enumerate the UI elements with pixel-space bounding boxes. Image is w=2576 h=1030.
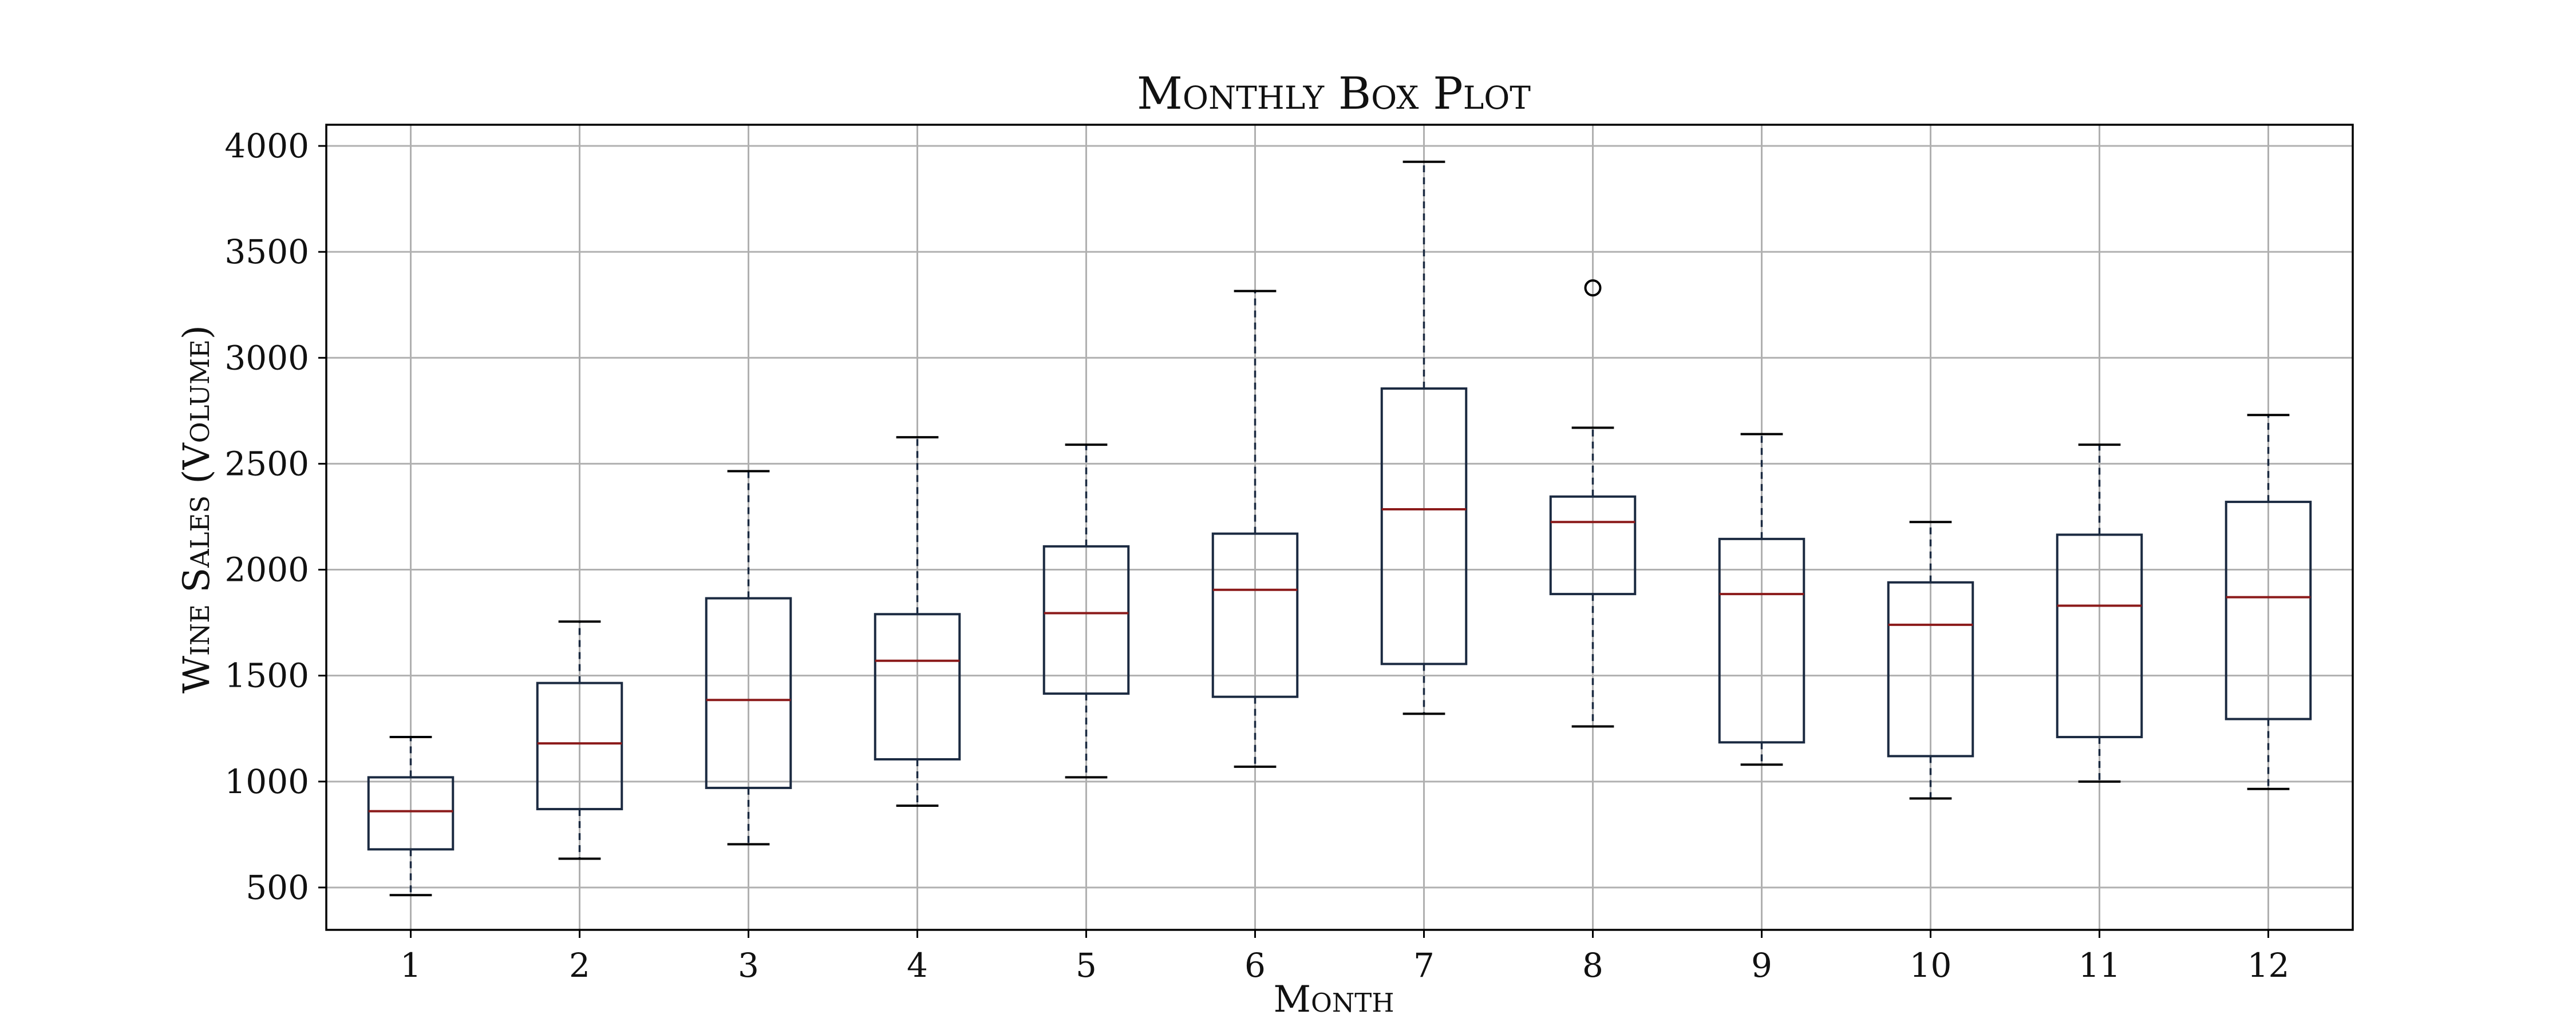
outlier-point	[1584, 279, 1602, 297]
box-month-8	[1549, 279, 1637, 728]
box-month-1	[367, 736, 455, 897]
box-series	[367, 160, 2312, 897]
box-month-11	[2056, 443, 2143, 783]
iqr-box	[2225, 501, 2312, 720]
box-month-2	[536, 620, 623, 860]
y-tick-label: 2500	[224, 444, 309, 483]
box-month-3	[705, 470, 792, 846]
y-tick-label: 1500	[224, 656, 309, 695]
x-tick-label: 2	[569, 946, 590, 985]
chart-title: Monthly Box Plot	[1137, 68, 1531, 120]
iqr-box	[1887, 581, 1974, 758]
iqr-box	[874, 613, 961, 760]
x-tick-label: 4	[907, 946, 928, 985]
iqr-box	[536, 682, 623, 810]
iqr-box	[2056, 533, 2143, 739]
x-tick-label: 11	[2079, 946, 2121, 985]
box-month-6	[1211, 290, 1299, 768]
box-month-9	[1718, 433, 1805, 766]
x-tick-label: 3	[738, 946, 759, 985]
y-tick-label: 3500	[224, 232, 309, 271]
box-month-7	[1380, 160, 1468, 715]
iqr-box	[1549, 495, 1637, 596]
iqr-box	[1718, 537, 1805, 744]
x-tick-label: 8	[1582, 946, 1603, 985]
y-tick-label: 3000	[224, 338, 309, 377]
iqr-box	[1042, 545, 1130, 695]
x-tick-label: 10	[1910, 946, 1952, 985]
y-tick-label: 2000	[224, 550, 309, 589]
y-tick-label: 4000	[224, 126, 309, 165]
iqr-box	[705, 597, 792, 789]
iqr-box	[1211, 532, 1299, 698]
x-axis-label: Month	[1273, 978, 1394, 1021]
y-tick-label: 1000	[224, 762, 309, 801]
x-tick-label: 6	[1244, 946, 1266, 985]
iqr-box	[367, 776, 455, 851]
box-month-5	[1042, 443, 1130, 779]
plot-frame	[325, 124, 2354, 931]
box-month-12	[2225, 414, 2312, 790]
box-month-10	[1887, 521, 1974, 800]
x-tick-label: 12	[2247, 946, 2290, 985]
x-tick-label: 5	[1076, 946, 1097, 985]
box-month-4	[874, 436, 961, 807]
grid-lines	[326, 125, 2353, 930]
iqr-box	[1380, 387, 1468, 665]
y-tick-label: 500	[246, 868, 309, 907]
x-tick-label: 9	[1751, 946, 1772, 985]
y-axis-label: Wine Sales (Volume)	[176, 325, 218, 694]
x-tick-label: 7	[1413, 946, 1435, 985]
x-tick-label: 1	[400, 946, 421, 985]
